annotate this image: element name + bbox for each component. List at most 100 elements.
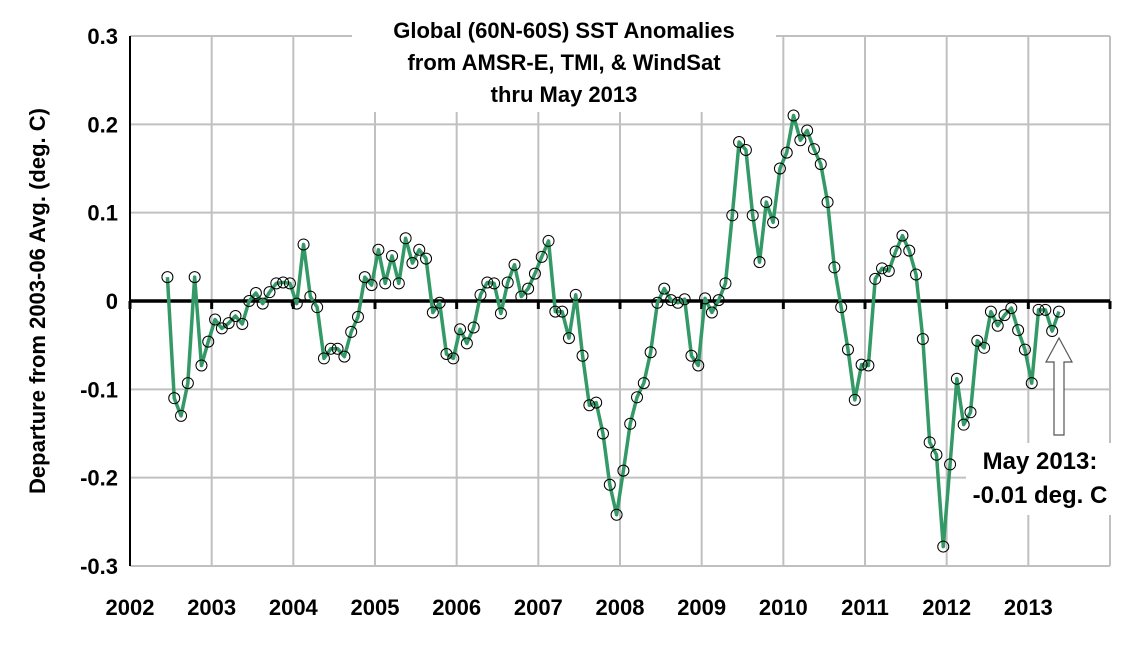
data-point-marker [549, 305, 562, 318]
data-point-marker [603, 478, 616, 491]
data-point-marker [542, 234, 555, 247]
data-point-marker [944, 458, 957, 471]
data-point-marker [372, 243, 385, 256]
data-point-marker [426, 306, 439, 319]
data-point-marker [991, 319, 1004, 332]
data-point-marker [249, 287, 262, 300]
data-point-marker [379, 277, 392, 290]
y-tick-label: 0.3 [87, 24, 118, 49]
data-point-marker [420, 252, 433, 265]
data-point-marker [406, 257, 419, 270]
data-point-marker [610, 508, 623, 521]
data-point-marker [515, 290, 528, 303]
data-point-marker [311, 301, 324, 314]
chart-title: Global (60N-60S) SST Anomalies from AMSR… [352, 14, 776, 112]
data-point-marker [624, 417, 637, 430]
data-point-marker [243, 295, 256, 307]
axes: 0.3 0.2 0.1 0 -0.1 -0.2 -0.3 2002 2003 2004 2005 20… [80, 24, 1112, 620]
data-point-marker [331, 342, 344, 355]
data-point-marker [930, 448, 943, 461]
data-point-marker [651, 296, 664, 309]
x-tick-label: 2005 [351, 595, 400, 620]
data-point-marker [440, 348, 453, 360]
data-point-marker [841, 343, 854, 356]
data-point-marker [263, 286, 276, 299]
data-point-marker [488, 277, 501, 290]
data-point-marker [474, 288, 487, 301]
data-point-marker [746, 209, 759, 222]
data-point-marker [1032, 303, 1045, 316]
data-point-marker [351, 310, 364, 323]
data-point-marker [998, 309, 1011, 322]
data-point-marker [665, 294, 678, 307]
y-tick-label: -0.3 [80, 554, 118, 579]
data-point-marker [481, 276, 494, 289]
data-point-marker [562, 332, 575, 345]
data-point-marker [501, 276, 514, 289]
data-point-marker [596, 427, 609, 440]
data-point-marker [358, 271, 371, 284]
data-point-marker [447, 352, 460, 365]
data-point-marker [739, 143, 752, 156]
data-point-marker [760, 196, 773, 209]
data-point-marker [569, 288, 582, 301]
data-point-marker [910, 268, 923, 281]
up-arrow-icon [1044, 336, 1074, 436]
data-point-marker [222, 317, 235, 330]
data-point-marker [862, 359, 875, 372]
y-tick-label: 0.2 [87, 112, 118, 137]
x-tick-label: 2003 [187, 595, 236, 620]
data-point-marker [1052, 305, 1065, 318]
data-point-marker [386, 249, 399, 262]
data-point-marker [937, 540, 950, 553]
data-point-marker [835, 301, 848, 314]
title-line-2: from AMSR-E, TMI, & WindSat [407, 50, 721, 75]
data-point-marker [780, 146, 793, 159]
data-point-marker [365, 279, 378, 292]
data-point-marker [1039, 303, 1052, 316]
data-point-marker [978, 341, 991, 354]
data-point-marker [1005, 302, 1018, 315]
y-tick-label: 0.1 [87, 201, 118, 226]
data-point-marker [202, 335, 215, 348]
annotation-line-2: -0.01 deg. C [973, 482, 1108, 509]
data-point-marker [590, 396, 603, 409]
annotation: May 2013: -0.01 deg. C [966, 336, 1123, 515]
title-line-1: Global (60N-60S) SST Anomalies [393, 18, 735, 43]
x-tick-label: 2004 [269, 595, 319, 620]
x-tick-label: 2006 [432, 595, 481, 620]
data-point-marker [814, 158, 827, 171]
data-point-marker [345, 325, 358, 338]
data-point-marker [209, 313, 222, 326]
data-point-marker [181, 377, 194, 390]
data-point-marker [304, 290, 317, 303]
data-point-marker [692, 359, 705, 372]
data-point-marker [617, 464, 630, 477]
anomaly-line [165, 113, 1061, 549]
data-point-marker [576, 349, 589, 362]
data-point-marker [195, 359, 208, 372]
data-point-marker [964, 406, 977, 419]
data-point-marker [733, 136, 746, 148]
data-point-marker [767, 216, 780, 229]
data-point-marker [297, 238, 310, 251]
data-point-marker [522, 282, 535, 295]
data-point-marker [712, 294, 725, 307]
title-line-3: thru May 2013 [491, 82, 638, 107]
data-point-marker [658, 282, 671, 295]
data-point-marker [903, 244, 916, 257]
data-point-marker [787, 109, 800, 122]
data-point-marker [460, 337, 473, 350]
data-point-marker [855, 358, 868, 371]
x-tick-label: 2008 [596, 595, 645, 620]
data-point-marker [889, 245, 902, 258]
data-point-marker [528, 267, 541, 280]
data-point-marker [848, 393, 861, 406]
annotation-line-1: May 2013: [983, 448, 1098, 475]
data-point-marker [229, 310, 242, 323]
data-point-marker [338, 350, 351, 363]
data-point-marker [317, 352, 330, 365]
data-point-marker [1025, 377, 1038, 390]
data-point-marker [256, 297, 269, 310]
